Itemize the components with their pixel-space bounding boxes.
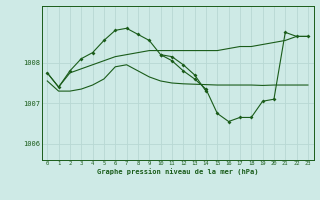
X-axis label: Graphe pression niveau de la mer (hPa): Graphe pression niveau de la mer (hPa) [97, 168, 258, 175]
